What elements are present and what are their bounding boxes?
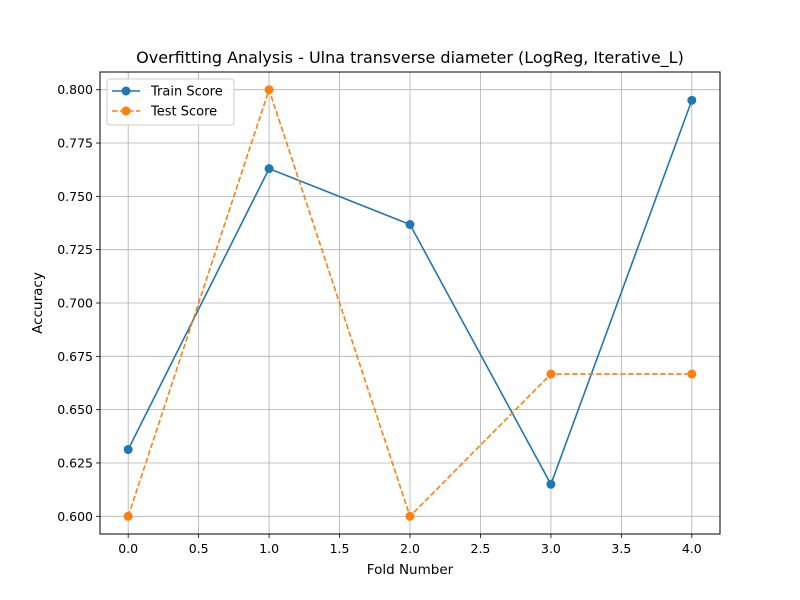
y-tick-label: 0.700 xyxy=(57,296,93,311)
y-tick-label: 0.675 xyxy=(57,349,93,364)
x-tick-label: 0.5 xyxy=(189,541,209,556)
y-tick-label: 0.750 xyxy=(57,189,93,204)
x-tick-label: 2.0 xyxy=(400,541,420,556)
y-axis-label: Accuracy xyxy=(30,272,46,334)
test-score-legend-marker xyxy=(121,106,131,116)
test-score-point xyxy=(264,85,274,95)
test-score-point xyxy=(687,369,697,379)
legend: Train Score Test Score xyxy=(106,78,235,126)
x-tick-label: 3.0 xyxy=(541,541,561,556)
x-axis-label: Fold Number xyxy=(367,562,454,578)
chart-title: Overfitting Analysis - Ulna transverse d… xyxy=(136,48,684,68)
train-score-legend-marker xyxy=(121,86,131,96)
x-tick-label: 3.5 xyxy=(611,541,631,556)
x-tick-label: 2.5 xyxy=(471,541,491,556)
train-score-legend-label: Train Score xyxy=(150,85,223,100)
y-tick-label: 0.800 xyxy=(57,82,93,97)
y-tick-label: 0.725 xyxy=(57,242,93,257)
test-score-point xyxy=(405,511,415,521)
x-tick-label: 1.5 xyxy=(330,541,350,556)
y-tick-label: 0.600 xyxy=(57,509,93,524)
series-layer xyxy=(123,85,697,521)
train-score-point xyxy=(264,164,274,174)
x-axis-ticks: 0.0 0.5 1.0 1.5 2.0 2.5 3.0 3.5 4.0 xyxy=(118,534,702,556)
train-score-point xyxy=(546,479,556,489)
grid-lines xyxy=(100,72,720,534)
train-score-point xyxy=(687,95,697,105)
y-tick-label: 0.650 xyxy=(57,402,93,417)
test-score-legend-label: Test Score xyxy=(150,105,217,120)
y-axis-ticks: 0.600 0.625 0.650 0.675 0.700 0.725 0.750 0.775… xyxy=(57,82,100,524)
y-tick-label: 0.625 xyxy=(57,455,93,470)
test-score-point xyxy=(546,369,556,379)
train-score-point xyxy=(405,220,415,230)
train-score-point xyxy=(123,445,133,455)
x-tick-label: 1.0 xyxy=(259,541,279,556)
test-score-point xyxy=(123,511,133,521)
x-tick-label: 4.0 xyxy=(682,541,702,556)
y-tick-label: 0.775 xyxy=(57,136,93,151)
x-tick-label: 0.0 xyxy=(118,541,138,556)
